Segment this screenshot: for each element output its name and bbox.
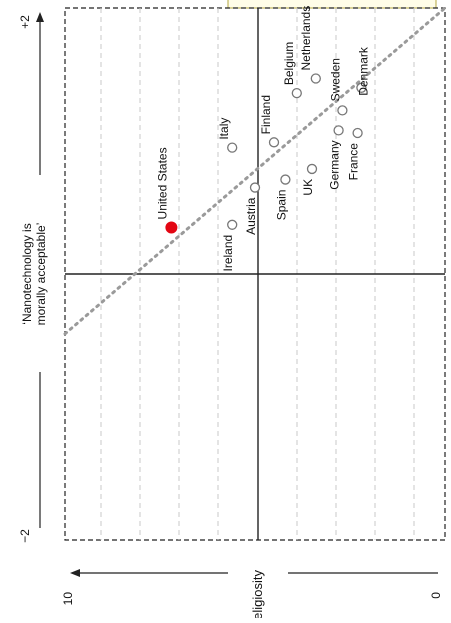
point-united-states <box>165 221 178 234</box>
label-france: France <box>347 143 361 181</box>
label-denmark: Denmark <box>356 46 370 96</box>
y-tick-plus2: +2 <box>18 15 32 29</box>
y-axis-label: ‘Nanotechnology ismorally acceptable’ <box>20 223 48 326</box>
point-denmark <box>356 82 367 93</box>
x-tick-0: 0 <box>429 592 443 599</box>
x-axis-arrow-icon <box>70 569 80 577</box>
point-austria <box>249 182 261 193</box>
label-netherlands: Netherlands <box>299 6 313 71</box>
x-tick-10: 10 <box>61 592 75 606</box>
label-uk: UK <box>301 179 315 196</box>
label-spain: Spain <box>274 190 288 221</box>
point-netherlands <box>310 73 321 84</box>
y-tick-minus2: −2 <box>18 529 32 543</box>
y-axis-label-line-2: morally acceptable’ <box>34 223 48 326</box>
label-belgium: Belgium <box>282 42 296 85</box>
point-germany <box>333 125 344 136</box>
label-sweden: Sweden <box>328 58 342 101</box>
point-ireland <box>227 219 238 230</box>
point-uk <box>306 163 318 175</box>
point-finland <box>268 137 280 148</box>
point-belgium <box>291 87 302 99</box>
top-label-box <box>227 0 437 9</box>
point-spain <box>280 174 291 185</box>
label-italy: Italy <box>217 118 231 140</box>
point-italy <box>227 142 238 153</box>
y-axis-arrow-icon <box>36 12 44 22</box>
trend-line <box>63 6 447 336</box>
label-ireland: Ireland <box>221 235 235 272</box>
label-austria: Austria <box>244 197 258 235</box>
x-axis-label: Religiosity <box>250 570 265 618</box>
point-france <box>352 127 363 139</box>
y-axis-label-line-1: ‘Nanotechnology is <box>20 223 34 324</box>
data-points <box>165 73 367 234</box>
point-sweden <box>337 105 348 116</box>
label-germany: Germany <box>328 140 342 189</box>
label-united-states: United States <box>155 147 169 219</box>
label-finland: Finland <box>259 95 273 134</box>
point-labels: United States Italy Ireland Austria Finland S… <box>155 6 370 272</box>
